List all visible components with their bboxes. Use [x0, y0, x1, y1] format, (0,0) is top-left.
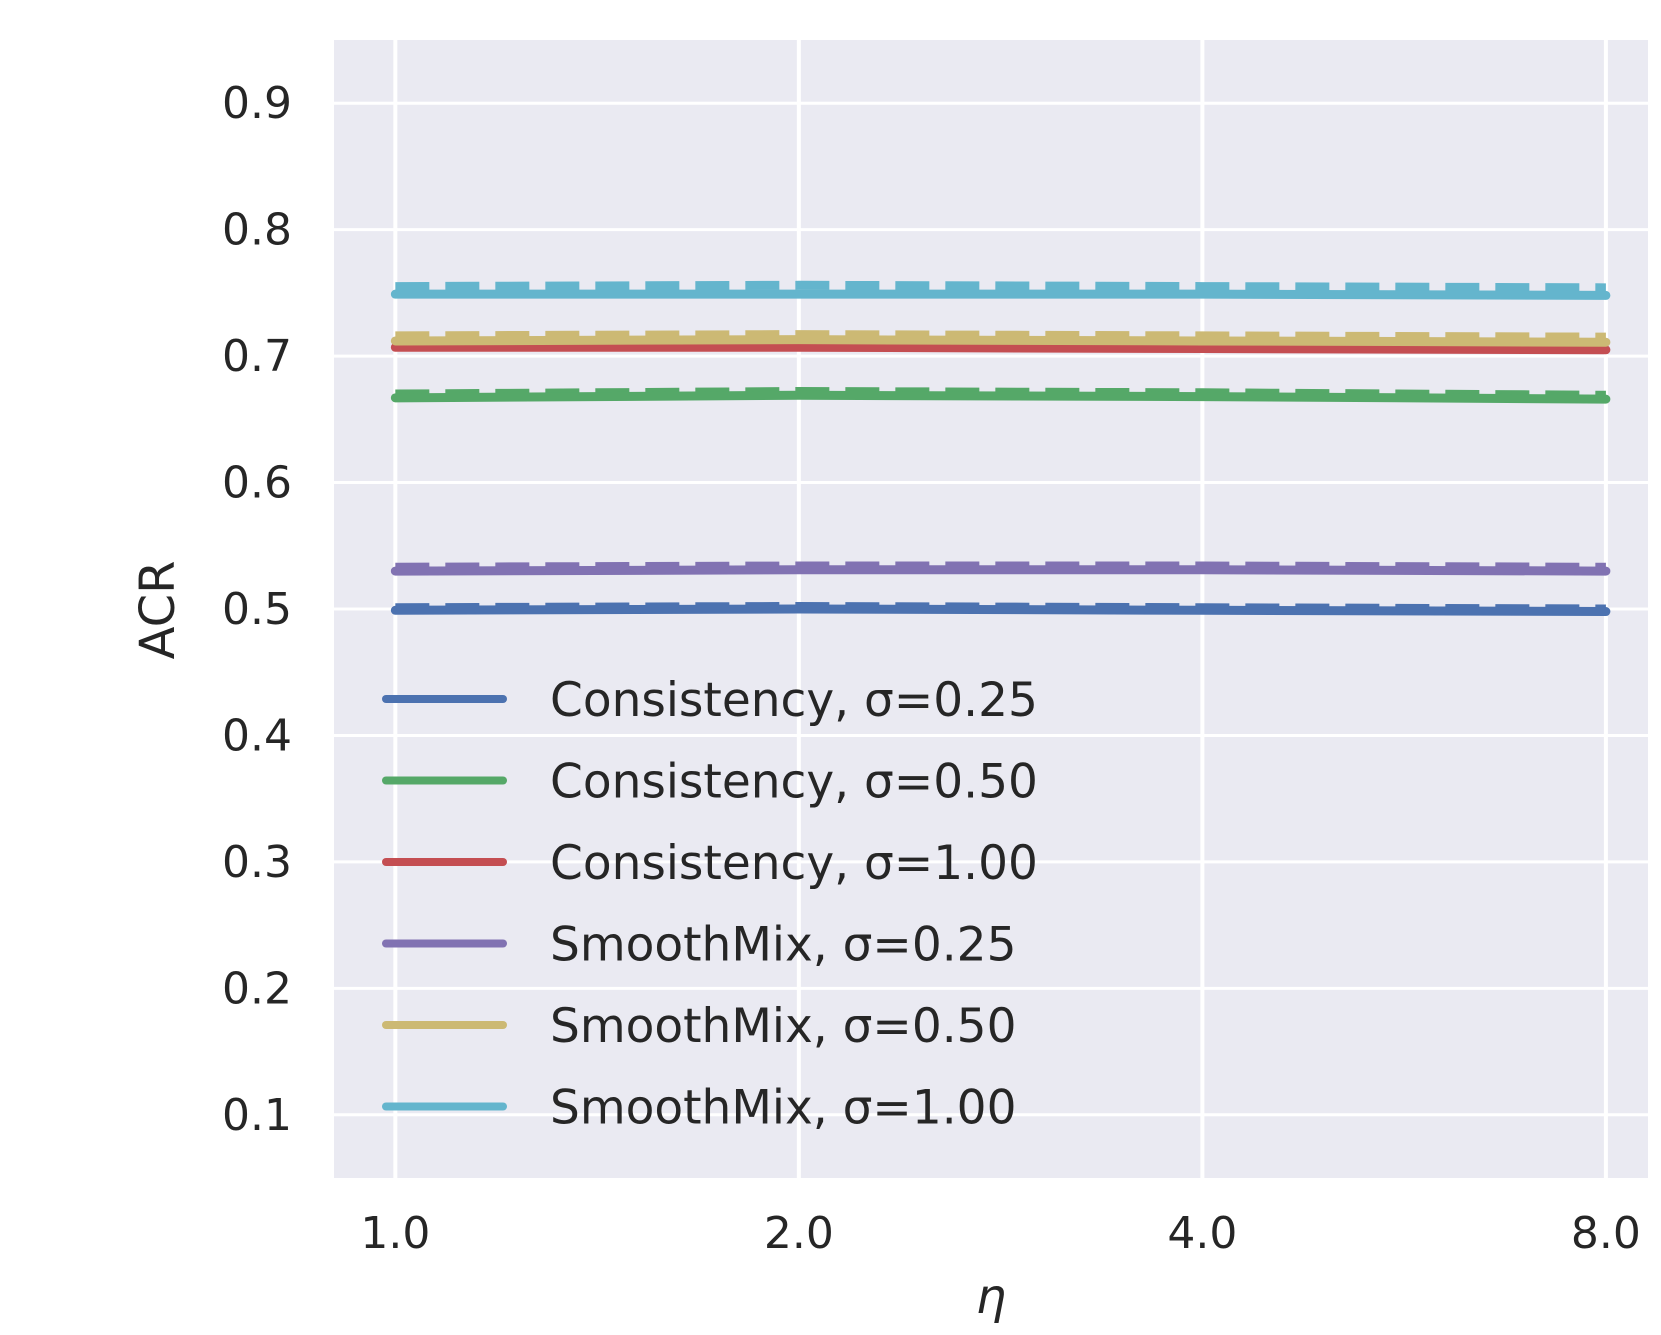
series-line	[395, 570, 1606, 571]
series-line	[395, 294, 1606, 295]
x-axis-label: η	[976, 1269, 1006, 1325]
series-dashed-line	[395, 285, 1606, 288]
x-tick-labels: 1.0 2.0 4.0 8.0	[360, 1208, 1641, 1259]
x-tick-label: 8.0	[1571, 1208, 1641, 1259]
y-tick-label: 0.8	[222, 205, 292, 256]
legend-label: SmoothMix, σ=1.00	[550, 1081, 1016, 1136]
y-axis-label: ACR	[130, 561, 186, 660]
x-tick-label: 4.0	[1167, 1208, 1237, 1259]
y-tick-label: 0.2	[222, 963, 292, 1014]
y-tick-label: 0.6	[222, 458, 292, 509]
legend-label: Consistency, σ=0.50	[550, 755, 1038, 810]
y-tick-label: 0.1	[222, 1090, 292, 1141]
x-tick-label: 2.0	[764, 1208, 834, 1259]
y-tick-label: 0.9	[222, 78, 292, 129]
legend-label: Consistency, σ=0.25	[550, 673, 1038, 728]
y-tick-label: 0.3	[222, 837, 292, 888]
y-tick-labels: 0.1 0.2 0.3 0.4 0.5 0.6 0.7 0.8 0.9	[222, 78, 292, 1141]
series-line	[395, 347, 1606, 350]
y-tick-label: 0.7	[222, 331, 292, 382]
series-line	[395, 609, 1606, 612]
series-line	[395, 340, 1606, 343]
legend-label: Consistency, σ=1.00	[550, 836, 1038, 891]
series-line	[395, 395, 1606, 399]
x-tick-label: 1.0	[360, 1208, 430, 1259]
legend-label: SmoothMix, σ=0.50	[550, 999, 1016, 1054]
y-tick-label: 0.4	[222, 710, 292, 761]
legend-label: SmoothMix, σ=0.25	[550, 918, 1016, 973]
y-tick-label: 0.5	[222, 584, 292, 635]
